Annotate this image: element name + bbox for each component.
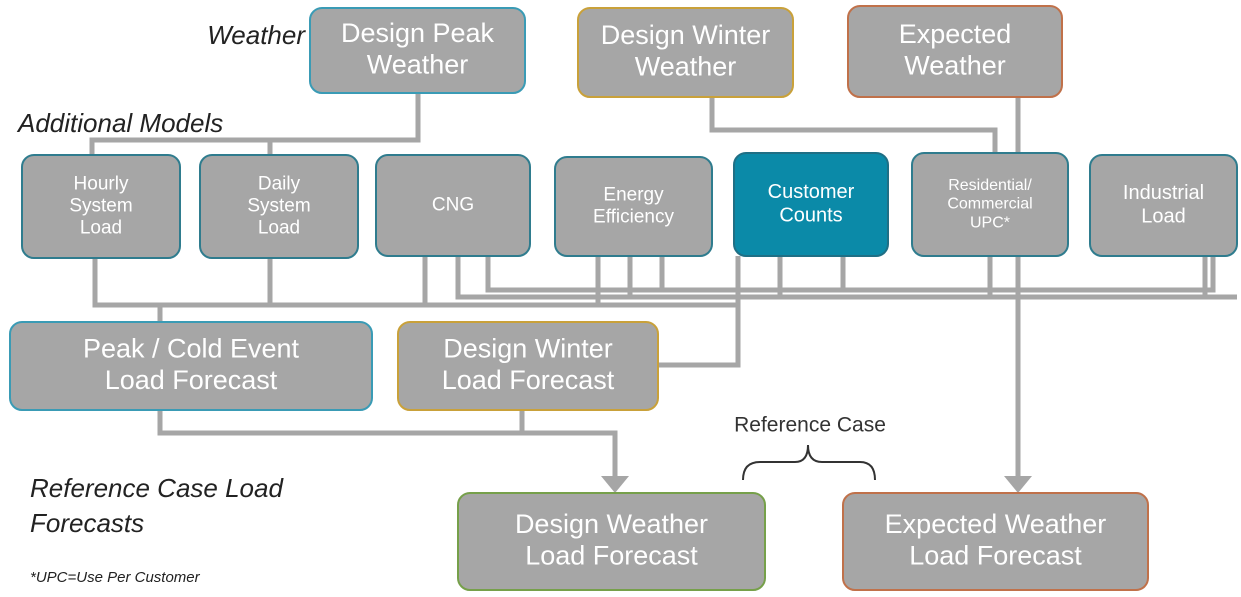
node-label: Industrial <box>1123 182 1204 204</box>
node-label: System <box>69 196 132 217</box>
node-label: Expected <box>899 19 1012 49</box>
node-label: Weather <box>635 51 737 81</box>
node-label: Expected Weather <box>885 509 1107 539</box>
connector <box>157 410 618 478</box>
node-label: Energy <box>603 184 664 205</box>
connector <box>709 97 998 153</box>
node-label: Counts <box>779 204 842 226</box>
node-label: Load <box>80 218 122 239</box>
node-label: Commercial <box>947 196 1032 213</box>
node-label: Load Forecast <box>105 365 278 395</box>
arrowhead <box>601 476 629 493</box>
node-box <box>911 152 1069 257</box>
node-box <box>199 154 359 259</box>
connector <box>455 256 1237 300</box>
node-box <box>733 152 889 257</box>
reference-case-label: Reference Case <box>734 414 886 437</box>
node-label: Customer <box>768 181 855 203</box>
forecasts-label: Reference Case Load <box>30 473 284 503</box>
node-label: Peak / Cold Event <box>83 333 300 363</box>
connector <box>92 256 741 368</box>
node-label: Weather <box>904 50 1006 80</box>
footnote: *UPC=Use Per Customer <box>30 569 201 586</box>
node-label: Load Forecast <box>909 540 1082 570</box>
node-box <box>309 7 526 94</box>
node-label: Load <box>258 218 300 239</box>
node-label: Design Peak <box>341 18 495 48</box>
node-label: Daily <box>258 173 301 194</box>
node-box <box>847 5 1063 98</box>
node-box <box>375 154 531 257</box>
weather-label: Weather <box>207 20 306 50</box>
node-box <box>1089 154 1238 257</box>
node-label: Weather <box>367 49 469 79</box>
connectors <box>89 93 1237 493</box>
node-label: Design Winter <box>601 20 771 50</box>
node-label: UPC* <box>970 214 1010 231</box>
node-box <box>577 7 794 98</box>
node-label: Load Forecast <box>442 365 615 395</box>
arrowhead <box>1004 476 1032 493</box>
node-label: System <box>247 196 310 217</box>
node-box <box>9 321 373 411</box>
node-label: Load Forecast <box>525 540 698 570</box>
node-label: CNG <box>432 195 474 216</box>
models-label: Additional Models <box>16 108 223 138</box>
node-label: Residential/ <box>948 177 1032 194</box>
node-box <box>842 492 1149 591</box>
forecasts-label: Forecasts <box>30 508 144 538</box>
node-label: Hourly <box>74 173 129 194</box>
node-box <box>21 154 181 259</box>
node-label: Load <box>1141 205 1186 227</box>
node-label: Efficiency <box>593 207 674 228</box>
connector <box>89 93 421 155</box>
connector <box>485 256 1216 293</box>
node-box <box>554 156 713 257</box>
brace <box>742 444 876 481</box>
node-box <box>397 321 659 411</box>
node-label: Design Winter <box>443 333 613 363</box>
node-label: Design Weather <box>515 509 708 539</box>
node-box <box>457 492 766 591</box>
